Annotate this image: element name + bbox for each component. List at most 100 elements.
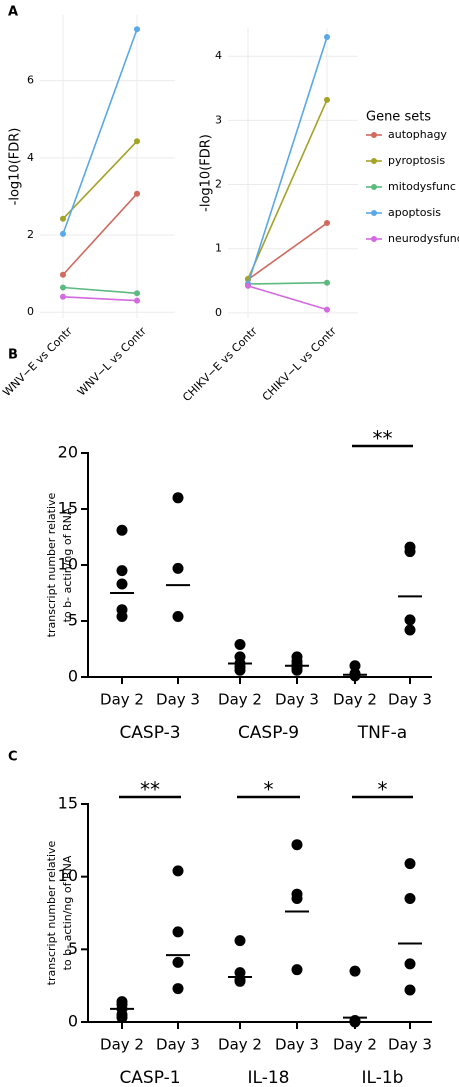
data-point bbox=[134, 190, 140, 197]
data-point bbox=[404, 858, 416, 870]
data-point bbox=[172, 956, 184, 968]
x-tick-label: Day 2 bbox=[218, 1036, 262, 1054]
x-tick-label: Day 3 bbox=[156, 1036, 200, 1054]
data-point bbox=[291, 839, 303, 851]
y-tick-label: 2 bbox=[27, 228, 34, 241]
y-axis-label: transcript number relative bbox=[45, 492, 58, 637]
x-tick-label: WNV−L vs Contr bbox=[75, 324, 149, 398]
data-point bbox=[291, 664, 303, 676]
series-line bbox=[247, 36, 328, 285]
data-point bbox=[349, 1016, 361, 1028]
x-tick-label: Day 3 bbox=[275, 691, 319, 709]
y-axis-label: transcript number relative bbox=[45, 840, 58, 985]
data-point bbox=[234, 664, 246, 676]
legend-label: pyroptosis bbox=[388, 154, 445, 167]
series-line bbox=[62, 29, 138, 235]
x-tick-label: Day 3 bbox=[388, 1036, 432, 1054]
data-point bbox=[234, 935, 246, 947]
legend-title: Gene sets bbox=[366, 110, 431, 125]
y-tick-label: 15 bbox=[58, 794, 78, 813]
y-tick-label: 6 bbox=[27, 74, 34, 87]
significance-label: ** bbox=[140, 778, 160, 802]
y-tick-label: 3 bbox=[215, 113, 222, 126]
data-point bbox=[172, 865, 184, 877]
x-tick-label: Day 3 bbox=[275, 1036, 319, 1054]
y-tick-label: 0 bbox=[215, 306, 222, 319]
data-point bbox=[172, 983, 184, 995]
y-tick-label: 4 bbox=[27, 151, 34, 164]
data-point bbox=[60, 230, 66, 237]
data-point bbox=[324, 279, 330, 286]
x-tick-label: CHIKV−E vs Contr bbox=[180, 324, 260, 404]
series-line bbox=[62, 140, 138, 220]
data-point bbox=[116, 565, 128, 577]
data-point bbox=[404, 984, 416, 996]
y-tick-label: 5 bbox=[68, 939, 78, 958]
group-label: TNF-a bbox=[357, 723, 407, 743]
significance-label: * bbox=[264, 778, 274, 802]
data-point bbox=[234, 975, 246, 987]
data-point bbox=[116, 578, 128, 590]
x-tick-label: Day 2 bbox=[218, 691, 262, 709]
data-point bbox=[172, 926, 184, 938]
data-point bbox=[60, 215, 66, 222]
legend-label: neurodysfunc bbox=[388, 232, 459, 245]
data-point bbox=[172, 611, 184, 623]
data-point bbox=[134, 138, 140, 145]
data-point bbox=[324, 306, 330, 313]
y-axis-label: to b- actin/ng of RNA bbox=[61, 507, 74, 622]
group-label: IL-1b bbox=[362, 1068, 404, 1087]
group-label: CASP-3 bbox=[119, 723, 180, 743]
group-label: CASP-1 bbox=[119, 1068, 180, 1087]
x-tick-label: Day 2 bbox=[333, 1036, 377, 1054]
data-point bbox=[349, 965, 361, 977]
data-point bbox=[291, 892, 303, 904]
data-point bbox=[404, 958, 416, 970]
y-tick-label: 5 bbox=[68, 611, 78, 630]
legend-label: autophagy bbox=[388, 128, 447, 141]
data-point bbox=[404, 546, 416, 558]
x-tick-label: Day 2 bbox=[100, 1036, 144, 1054]
group-label: IL-18 bbox=[248, 1068, 290, 1087]
data-point bbox=[60, 293, 66, 300]
y-tick-label: 10 bbox=[58, 555, 78, 574]
y-tick-label: 0 bbox=[68, 667, 78, 686]
legend-label: mitodysfunc bbox=[388, 180, 456, 193]
data-point bbox=[291, 964, 303, 976]
y-tick-label: 2 bbox=[215, 178, 222, 191]
series-line bbox=[247, 281, 328, 285]
series-line bbox=[62, 193, 138, 276]
y-tick-label: 15 bbox=[58, 499, 78, 518]
legend-swatch bbox=[371, 132, 377, 138]
data-point bbox=[404, 614, 416, 626]
data-point bbox=[116, 611, 128, 623]
x-tick-label: CHIKV−L vs Contr bbox=[260, 324, 339, 403]
data-point bbox=[349, 670, 361, 682]
data-point bbox=[324, 96, 330, 103]
x-tick-label: Day 2 bbox=[100, 691, 144, 709]
significance-label: ** bbox=[373, 427, 393, 451]
x-tick-label: Day 3 bbox=[156, 691, 200, 709]
legend-swatch bbox=[371, 210, 377, 216]
data-point bbox=[116, 1012, 128, 1024]
y-tick-label: 0 bbox=[27, 305, 34, 318]
panel-label: A bbox=[8, 5, 18, 20]
y-axis-label: -log10(FDR) bbox=[8, 128, 23, 206]
data-point bbox=[60, 284, 66, 291]
y-tick-label: 20 bbox=[58, 443, 78, 462]
data-point bbox=[245, 282, 251, 289]
series-line bbox=[62, 295, 138, 302]
legend-swatch bbox=[371, 184, 377, 190]
series-line bbox=[247, 99, 328, 280]
data-point bbox=[404, 624, 416, 636]
y-tick-label: 0 bbox=[68, 1012, 78, 1031]
series-line bbox=[62, 286, 138, 295]
data-point bbox=[134, 290, 140, 297]
data-point bbox=[134, 297, 140, 304]
data-point bbox=[324, 220, 330, 227]
legend-swatch bbox=[371, 236, 377, 242]
data-point bbox=[234, 639, 246, 651]
data-point bbox=[172, 492, 184, 504]
y-tick-label: 10 bbox=[58, 866, 78, 885]
